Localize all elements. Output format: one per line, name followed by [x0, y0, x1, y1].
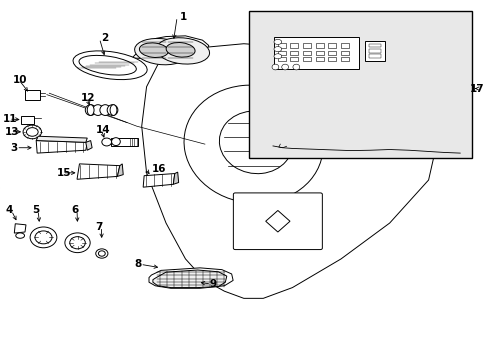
Text: 6: 6: [71, 206, 78, 216]
FancyBboxPatch shape: [328, 57, 336, 61]
FancyBboxPatch shape: [20, 116, 34, 124]
FancyBboxPatch shape: [368, 44, 381, 47]
FancyBboxPatch shape: [274, 37, 359, 69]
Ellipse shape: [85, 105, 96, 116]
Text: 5: 5: [32, 206, 40, 216]
Text: 1: 1: [179, 12, 186, 22]
FancyBboxPatch shape: [248, 12, 471, 158]
FancyBboxPatch shape: [315, 50, 323, 55]
Polygon shape: [142, 44, 437, 298]
Ellipse shape: [156, 38, 209, 64]
FancyBboxPatch shape: [340, 43, 348, 48]
Ellipse shape: [111, 138, 120, 145]
FancyBboxPatch shape: [290, 57, 298, 61]
Ellipse shape: [98, 251, 105, 256]
FancyBboxPatch shape: [303, 57, 310, 61]
Ellipse shape: [102, 138, 111, 146]
Ellipse shape: [87, 105, 94, 116]
Ellipse shape: [183, 85, 323, 203]
Text: 16: 16: [151, 164, 165, 174]
Ellipse shape: [139, 43, 168, 58]
FancyBboxPatch shape: [340, 57, 348, 61]
FancyBboxPatch shape: [290, 43, 298, 48]
Ellipse shape: [30, 227, 57, 248]
FancyBboxPatch shape: [328, 50, 336, 55]
Ellipse shape: [65, 233, 90, 253]
Text: 15: 15: [57, 168, 71, 178]
FancyBboxPatch shape: [111, 138, 138, 145]
Text: 14: 14: [95, 125, 110, 135]
FancyBboxPatch shape: [340, 50, 348, 55]
FancyBboxPatch shape: [368, 49, 381, 53]
Ellipse shape: [110, 105, 117, 116]
FancyBboxPatch shape: [277, 43, 285, 48]
Text: 8: 8: [134, 259, 142, 269]
FancyBboxPatch shape: [303, 50, 310, 55]
FancyBboxPatch shape: [328, 43, 336, 48]
FancyBboxPatch shape: [303, 43, 310, 48]
Ellipse shape: [292, 64, 299, 70]
Text: 9: 9: [209, 279, 217, 289]
Ellipse shape: [96, 249, 108, 258]
FancyBboxPatch shape: [290, 50, 298, 55]
Text: 12: 12: [81, 93, 95, 103]
Ellipse shape: [273, 40, 281, 44]
Ellipse shape: [166, 42, 195, 57]
Ellipse shape: [73, 51, 147, 80]
Text: 7: 7: [95, 222, 102, 231]
Ellipse shape: [273, 46, 281, 51]
Text: 10: 10: [13, 75, 27, 85]
Ellipse shape: [281, 64, 288, 70]
Ellipse shape: [16, 233, 24, 238]
FancyBboxPatch shape: [277, 57, 285, 61]
Text: 4: 4: [5, 206, 13, 216]
Polygon shape: [128, 36, 208, 59]
FancyBboxPatch shape: [365, 41, 384, 61]
Polygon shape: [143, 174, 174, 187]
Polygon shape: [265, 211, 289, 232]
Polygon shape: [85, 140, 92, 150]
Text: 11: 11: [3, 114, 18, 124]
Ellipse shape: [79, 55, 136, 75]
Ellipse shape: [134, 39, 187, 65]
Ellipse shape: [23, 125, 41, 139]
Ellipse shape: [70, 237, 85, 249]
Polygon shape: [117, 164, 123, 176]
Ellipse shape: [100, 105, 110, 116]
Ellipse shape: [26, 128, 38, 136]
Text: 17: 17: [469, 84, 484, 94]
FancyBboxPatch shape: [315, 43, 323, 48]
Ellipse shape: [219, 111, 292, 174]
Polygon shape: [149, 268, 233, 288]
FancyBboxPatch shape: [277, 50, 285, 55]
Text: 13: 13: [4, 127, 19, 136]
Ellipse shape: [273, 54, 281, 59]
Polygon shape: [36, 136, 87, 142]
Text: 2: 2: [102, 33, 109, 43]
FancyBboxPatch shape: [233, 193, 322, 249]
Polygon shape: [77, 164, 120, 179]
Text: 3: 3: [10, 143, 18, 153]
FancyBboxPatch shape: [368, 54, 381, 58]
FancyBboxPatch shape: [315, 57, 323, 61]
Polygon shape: [36, 140, 87, 153]
Polygon shape: [14, 224, 26, 233]
Ellipse shape: [107, 105, 118, 116]
Ellipse shape: [92, 105, 103, 116]
Ellipse shape: [271, 64, 278, 70]
FancyBboxPatch shape: [25, 90, 40, 100]
Polygon shape: [173, 172, 178, 184]
Polygon shape: [153, 270, 226, 288]
Ellipse shape: [35, 231, 52, 244]
